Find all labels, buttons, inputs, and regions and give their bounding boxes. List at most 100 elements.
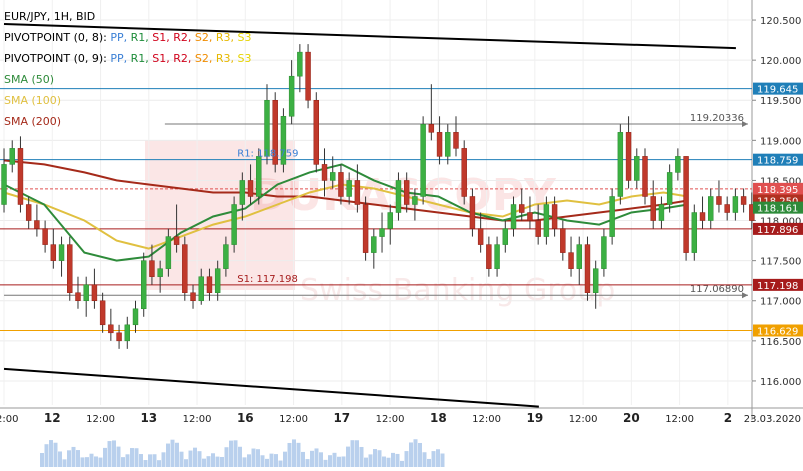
candle[interactable] <box>9 148 15 165</box>
candle[interactable] <box>206 276 213 293</box>
candle[interactable] <box>576 244 582 269</box>
candle[interactable] <box>601 236 607 269</box>
candle[interactable] <box>469 196 476 229</box>
candle[interactable] <box>403 180 410 205</box>
candle[interactable] <box>617 132 624 197</box>
candle[interactable] <box>461 148 467 197</box>
candle[interactable] <box>58 244 65 261</box>
candle[interactable] <box>592 268 599 293</box>
volume-bar <box>179 451 184 467</box>
candle[interactable] <box>420 124 426 197</box>
candle[interactable] <box>99 300 106 326</box>
candle[interactable] <box>494 244 500 269</box>
candle[interactable] <box>412 196 418 205</box>
channel-line[interactable] <box>3 367 539 408</box>
candle[interactable] <box>387 212 393 229</box>
candle[interactable] <box>379 228 385 237</box>
volume-bar <box>409 442 413 467</box>
candle[interactable] <box>157 268 163 277</box>
volume-bar <box>436 449 440 467</box>
candle[interactable] <box>165 236 172 269</box>
candle[interactable] <box>732 196 739 213</box>
candle[interactable] <box>362 204 369 253</box>
candle[interactable] <box>17 148 24 205</box>
candle[interactable] <box>272 99 278 165</box>
volume-bar <box>58 451 62 467</box>
candle[interactable] <box>305 51 311 101</box>
candle[interactable] <box>280 116 287 165</box>
candle[interactable] <box>25 204 32 221</box>
candle[interactable] <box>346 180 352 197</box>
candle[interactable] <box>527 212 533 221</box>
candle[interactable] <box>75 292 81 301</box>
candle[interactable] <box>551 204 558 229</box>
candle[interactable] <box>67 244 73 293</box>
candle[interactable] <box>519 204 525 213</box>
candle[interactable] <box>666 172 673 205</box>
candle[interactable] <box>658 204 665 221</box>
candle[interactable] <box>395 180 402 213</box>
candle[interactable] <box>486 244 492 269</box>
candle[interactable] <box>535 220 541 237</box>
volume-bar <box>238 446 242 467</box>
candle[interactable] <box>436 132 443 157</box>
candle[interactable] <box>625 132 632 181</box>
candle[interactable] <box>50 244 57 261</box>
candle[interactable] <box>1 164 7 205</box>
candle[interactable] <box>239 180 246 205</box>
candle[interactable] <box>108 324 114 334</box>
candle[interactable] <box>740 196 747 205</box>
candle[interactable] <box>288 75 295 117</box>
candle[interactable] <box>247 180 254 197</box>
candle[interactable] <box>699 212 706 221</box>
candle[interactable] <box>34 220 40 229</box>
candle[interactable] <box>354 180 361 205</box>
candle[interactable] <box>231 204 237 245</box>
candle[interactable] <box>141 260 147 310</box>
candle[interactable] <box>650 196 656 221</box>
candle[interactable] <box>91 284 98 301</box>
candle[interactable] <box>445 132 451 157</box>
candle[interactable] <box>724 204 730 213</box>
candle[interactable] <box>716 196 722 205</box>
candle[interactable] <box>42 228 48 245</box>
candle[interactable] <box>124 324 131 342</box>
candle[interactable] <box>675 156 681 173</box>
candle[interactable] <box>297 51 303 77</box>
candle[interactable] <box>642 156 648 197</box>
candle[interactable] <box>683 156 689 253</box>
channel-line[interactable] <box>3 23 736 50</box>
candle[interactable] <box>708 196 714 221</box>
candle[interactable] <box>477 228 484 245</box>
candle[interactable] <box>568 252 574 269</box>
candle[interactable] <box>264 99 270 157</box>
candle[interactable] <box>223 244 229 269</box>
candle[interactable] <box>116 332 122 342</box>
candle[interactable] <box>338 172 344 197</box>
candle[interactable] <box>691 212 698 253</box>
candle[interactable] <box>510 204 517 229</box>
candle[interactable] <box>560 228 566 253</box>
candle[interactable] <box>198 276 204 301</box>
candle[interactable] <box>149 260 155 277</box>
candle[interactable] <box>256 156 262 197</box>
candle[interactable] <box>371 236 377 253</box>
candle[interactable] <box>330 172 336 181</box>
candle[interactable] <box>173 236 180 245</box>
candle[interactable] <box>83 284 89 301</box>
candle[interactable] <box>453 132 459 149</box>
candle[interactable] <box>214 268 221 293</box>
candle[interactable] <box>502 228 509 245</box>
candle[interactable] <box>609 196 615 237</box>
candle[interactable] <box>584 244 591 293</box>
candle[interactable] <box>543 204 550 237</box>
candle[interactable] <box>321 164 328 181</box>
candle[interactable] <box>313 99 320 165</box>
candle[interactable] <box>132 308 139 326</box>
candle[interactable] <box>182 244 188 293</box>
candle[interactable] <box>634 156 640 181</box>
candle[interactable] <box>190 292 196 301</box>
candle[interactable] <box>428 124 435 133</box>
